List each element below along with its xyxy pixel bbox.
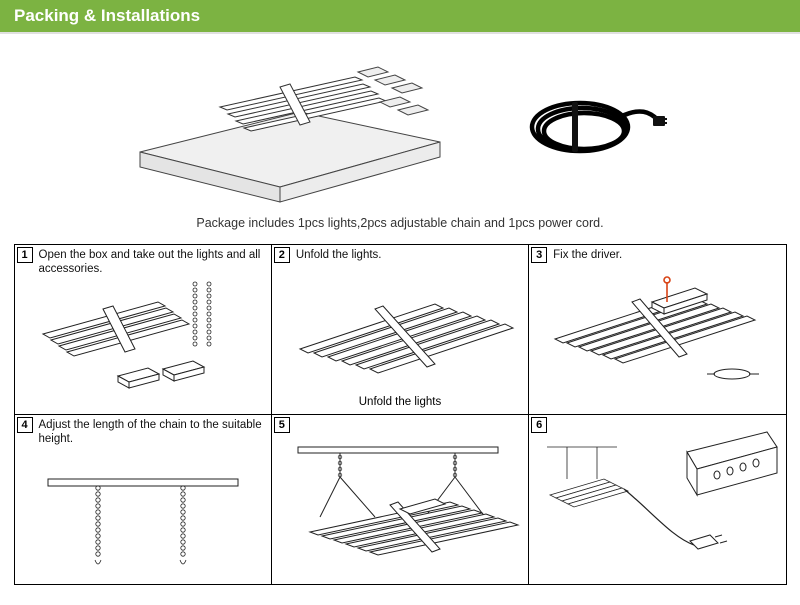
step-1: 1 Open the box and take out the lights a…	[14, 244, 272, 415]
installation-steps-grid: 1 Open the box and take out the lights a…	[0, 244, 800, 598]
step-6: 6	[528, 414, 786, 585]
step-4: 4 Adjust the length of the chain to the …	[14, 414, 272, 585]
step-diagram	[529, 415, 785, 584]
step-number: 6	[531, 417, 547, 433]
step-number: 1	[17, 247, 33, 263]
step-3: 3 Fix the driver.	[528, 244, 786, 415]
packaging-diagram	[130, 52, 450, 202]
step-subcaption: Unfold the lights	[272, 396, 528, 408]
step-text: Open the box and take out the lights and…	[39, 248, 265, 277]
step-number: 2	[274, 247, 290, 263]
step-text: Adjust the length of the chain to the su…	[39, 418, 265, 447]
step-number: 5	[274, 417, 290, 433]
top-illustration-row	[0, 34, 800, 210]
power-cord-image	[510, 72, 670, 182]
step-number: 3	[531, 247, 547, 263]
section-header: Packing & Installations	[0, 0, 800, 34]
step-text: Fix the driver.	[553, 248, 779, 262]
step-number: 4	[17, 417, 33, 433]
step-2: 2 Unfold the lights. Unfold the lights	[271, 244, 529, 415]
step-diagram	[272, 415, 528, 584]
section-title: Packing & Installations	[14, 6, 200, 25]
package-caption: Package includes 1pcs lights,2pcs adjust…	[0, 210, 800, 244]
step-5: 5	[271, 414, 529, 585]
step-text: Unfold the lights.	[296, 248, 522, 262]
step-diagram	[529, 245, 785, 414]
step-diagram	[272, 245, 528, 414]
